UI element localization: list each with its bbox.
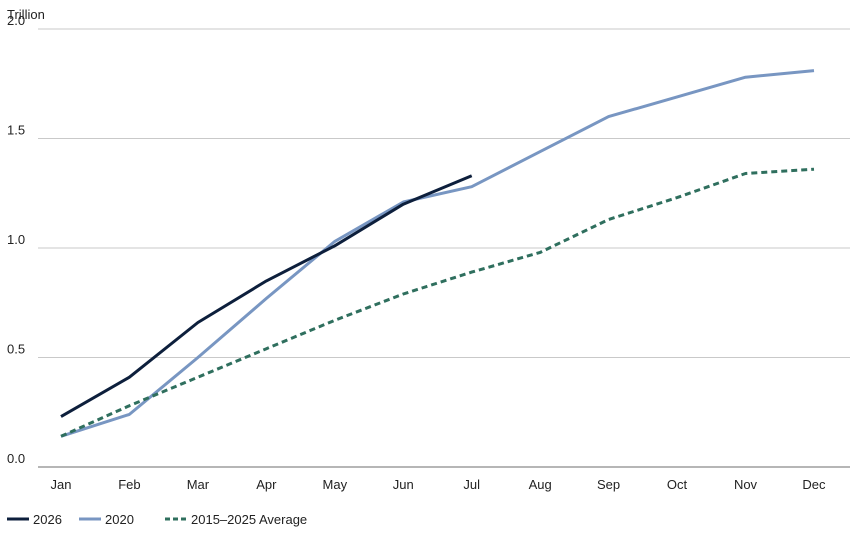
legend-item-1: 2020 bbox=[79, 512, 134, 527]
y-axis-unit-label: Trillion bbox=[7, 7, 45, 22]
y-tick-label: 1.0 bbox=[7, 232, 25, 247]
x-tick-label: Dec bbox=[802, 477, 826, 492]
y-tick-label: 0.0 bbox=[7, 451, 25, 466]
x-tick-label: Jun bbox=[393, 477, 414, 492]
x-tick-label: Nov bbox=[734, 477, 758, 492]
series-line-2 bbox=[60, 167, 815, 438]
legend-item-0: 2026 bbox=[7, 512, 62, 527]
x-tick-label: Apr bbox=[256, 477, 277, 492]
legend-label: 2026 bbox=[33, 512, 62, 527]
legend: 2026 2020 2015–2025 Average bbox=[7, 512, 307, 527]
x-tick-label: Aug bbox=[529, 477, 552, 492]
grid-lines bbox=[38, 28, 850, 468]
x-tick-label: Jul bbox=[463, 477, 480, 492]
legend-label: 2020 bbox=[105, 512, 134, 527]
x-tick-label: Jan bbox=[51, 477, 72, 492]
y-tick-label: 0.5 bbox=[7, 342, 25, 357]
series-lines bbox=[60, 69, 815, 438]
y-tick-label: 2.0 bbox=[7, 13, 25, 28]
x-tick-label: May bbox=[323, 477, 348, 492]
x-tick-label: Mar bbox=[187, 477, 210, 492]
y-axis-ticks: 0.0 0.5 1.0 1.5 2.0 bbox=[7, 13, 25, 466]
series-line-0 bbox=[60, 174, 473, 418]
x-tick-label: Oct bbox=[667, 477, 688, 492]
x-axis-ticks: Jan Feb Mar Apr May Jun Jul Aug Sep Oct Nov Dec bbox=[51, 477, 826, 492]
legend-item-2: 2015–2025 Average bbox=[165, 512, 307, 527]
x-tick-label: Feb bbox=[118, 477, 140, 492]
x-tick-label: Sep bbox=[597, 477, 620, 492]
y-tick-label: 1.5 bbox=[7, 123, 25, 138]
legend-label: 2015–2025 Average bbox=[191, 512, 307, 527]
series-line-1 bbox=[60, 69, 815, 438]
